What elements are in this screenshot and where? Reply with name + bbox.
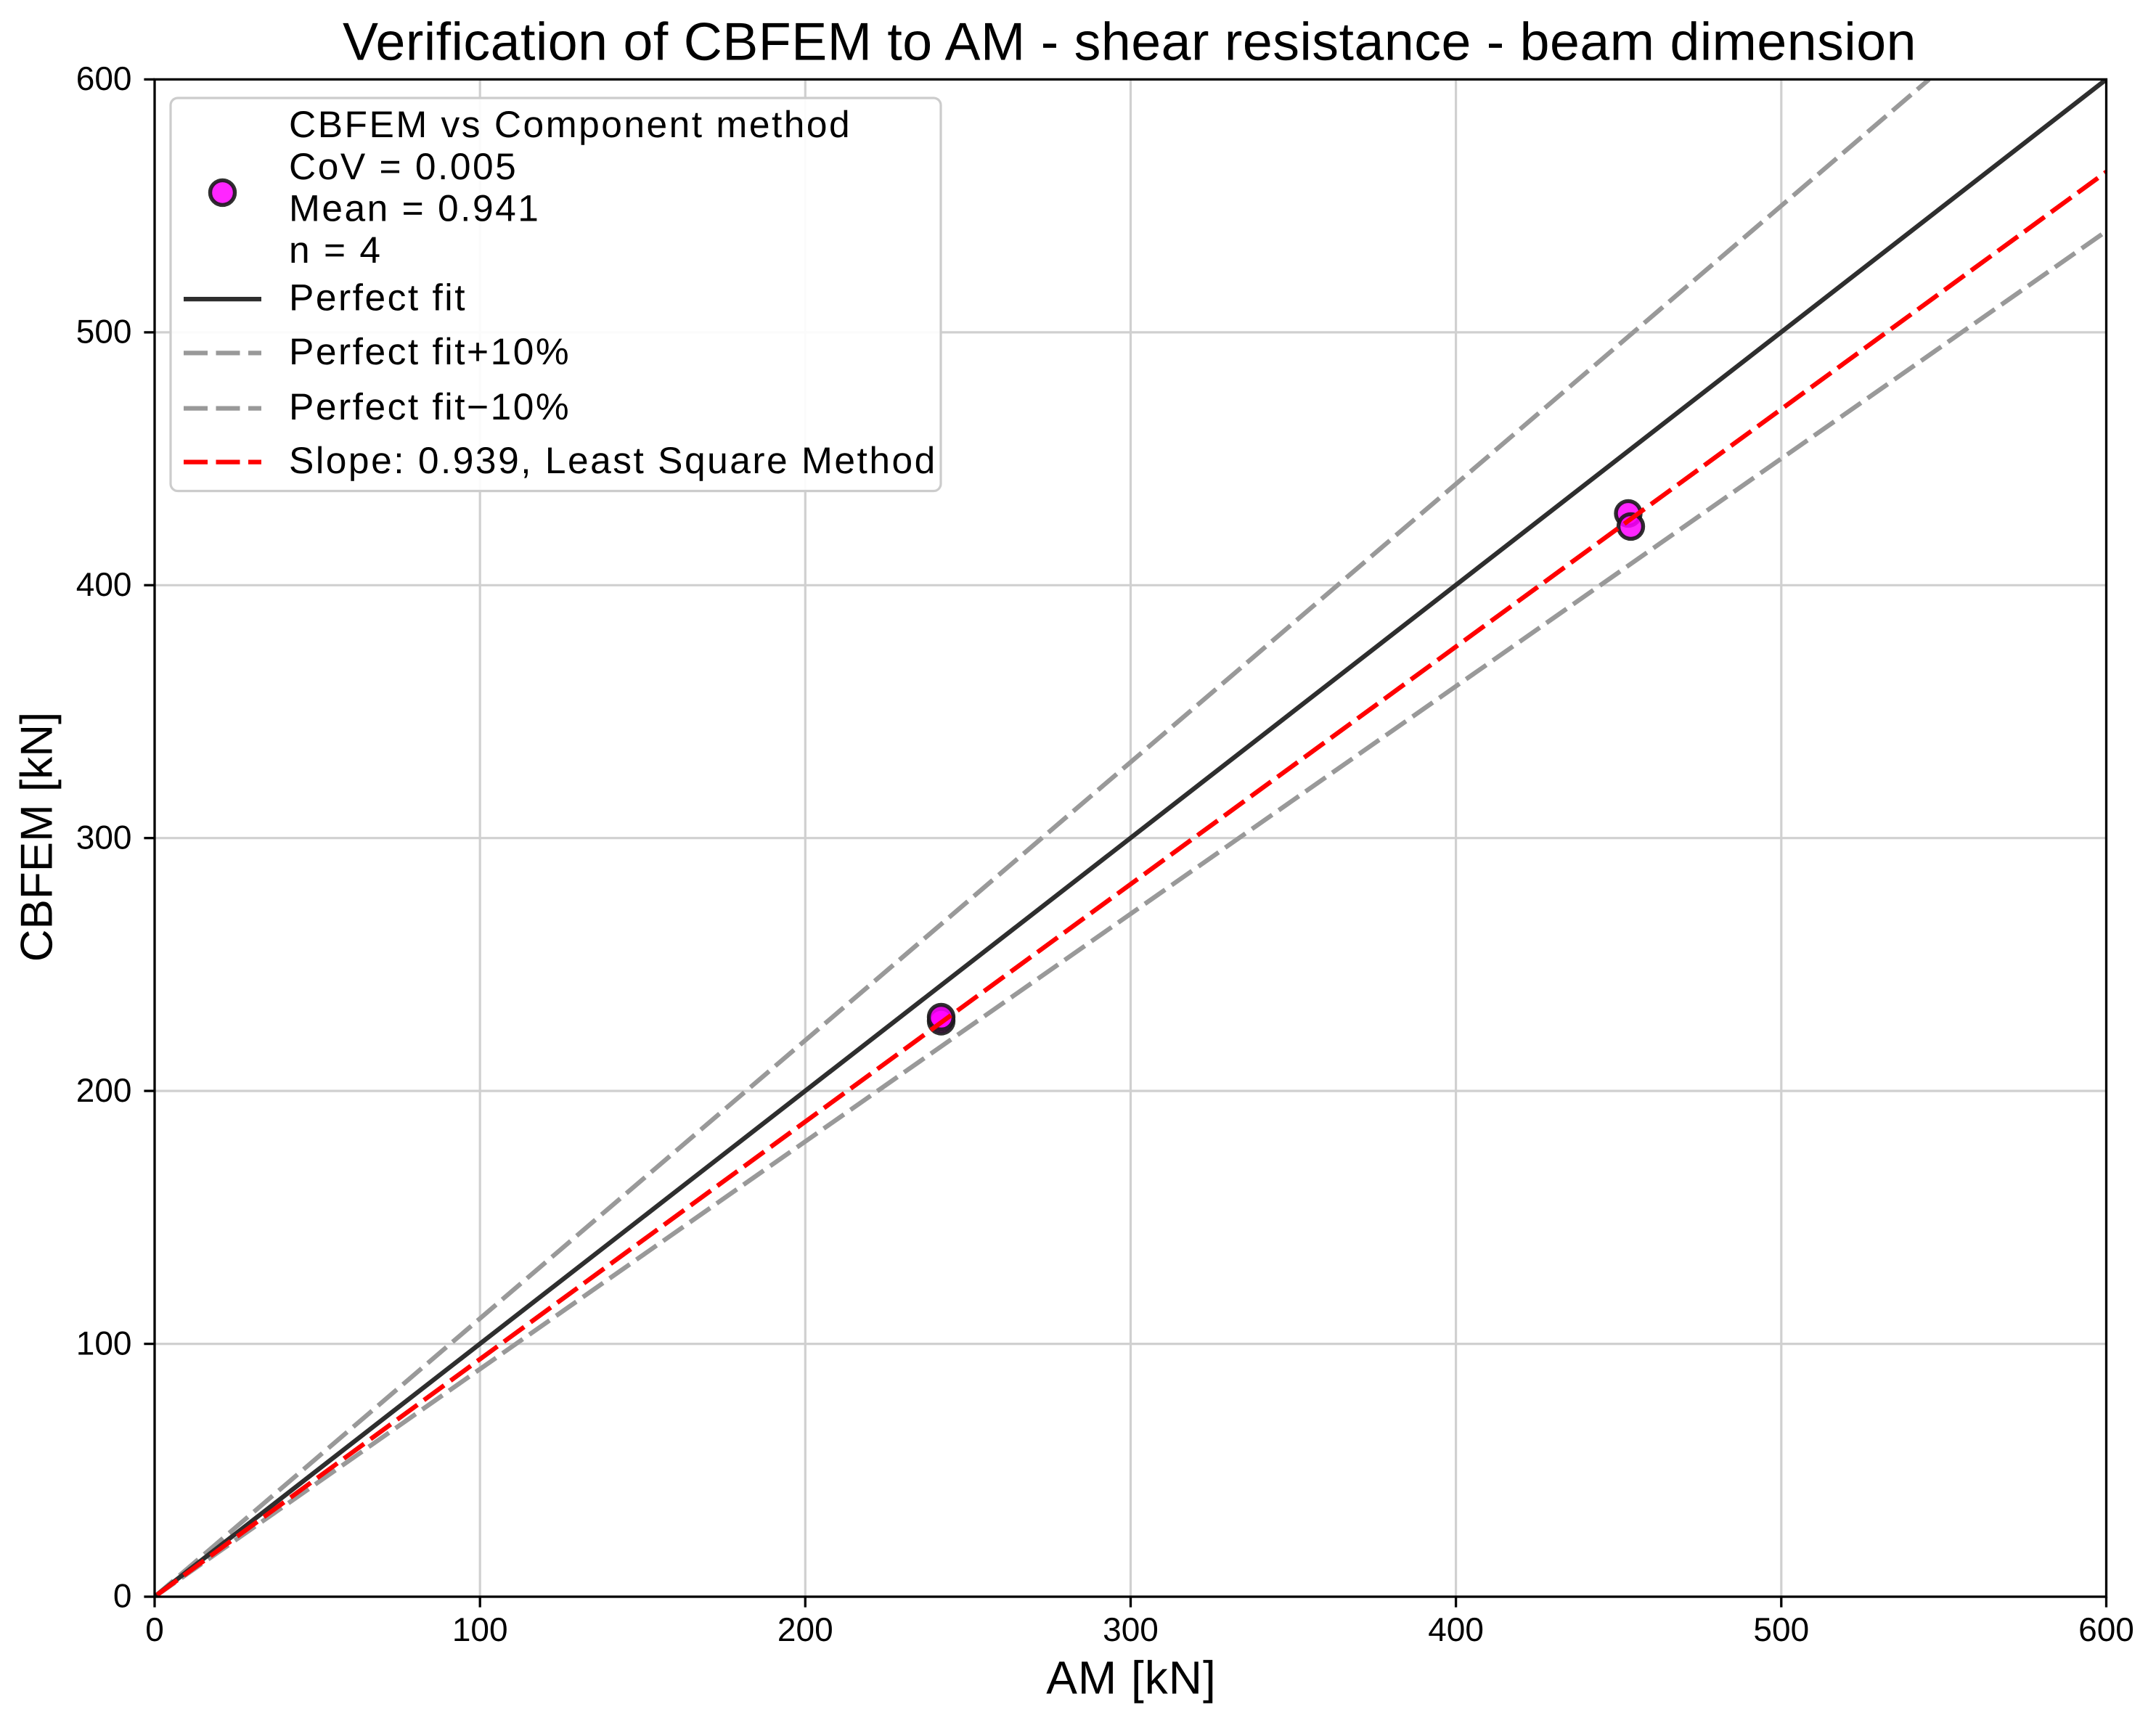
svg-text:400: 400 <box>76 565 132 603</box>
svg-text:CoV = 0.005: CoV = 0.005 <box>289 145 518 187</box>
svg-text:n = 4: n = 4 <box>289 229 382 271</box>
svg-text:200: 200 <box>76 1071 132 1109</box>
svg-text:AM [kN]: AM [kN] <box>1046 1652 1217 1704</box>
svg-text:Slope: 0.939, Least Square Met: Slope: 0.939, Least Square Method <box>289 439 937 481</box>
svg-text:CBFEM [kN]: CBFEM [kN] <box>12 712 62 962</box>
svg-text:300: 300 <box>76 818 132 856</box>
svg-text:0: 0 <box>145 1611 164 1648</box>
svg-text:CBFEM vs Component method: CBFEM vs Component method <box>289 103 852 145</box>
svg-text:100: 100 <box>452 1611 508 1648</box>
svg-text:Perfect fit−10%: Perfect fit−10% <box>289 385 571 427</box>
svg-text:100: 100 <box>76 1324 132 1362</box>
svg-text:600: 600 <box>76 60 132 97</box>
svg-text:Verification of CBFEM to AM -: Verification of CBFEM to AM - shear resi… <box>343 11 1916 71</box>
svg-text:200: 200 <box>777 1611 833 1648</box>
svg-text:Mean = 0.941: Mean = 0.941 <box>289 187 540 229</box>
svg-text:Perfect fit: Perfect fit <box>289 277 467 319</box>
svg-text:300: 300 <box>1103 1611 1159 1648</box>
svg-text:Perfect fit+10%: Perfect fit+10% <box>289 330 571 372</box>
svg-text:500: 500 <box>1753 1611 1809 1648</box>
svg-text:500: 500 <box>76 313 132 351</box>
svg-text:600: 600 <box>2078 1611 2134 1648</box>
svg-text:400: 400 <box>1428 1611 1484 1648</box>
svg-text:0: 0 <box>113 1577 132 1615</box>
